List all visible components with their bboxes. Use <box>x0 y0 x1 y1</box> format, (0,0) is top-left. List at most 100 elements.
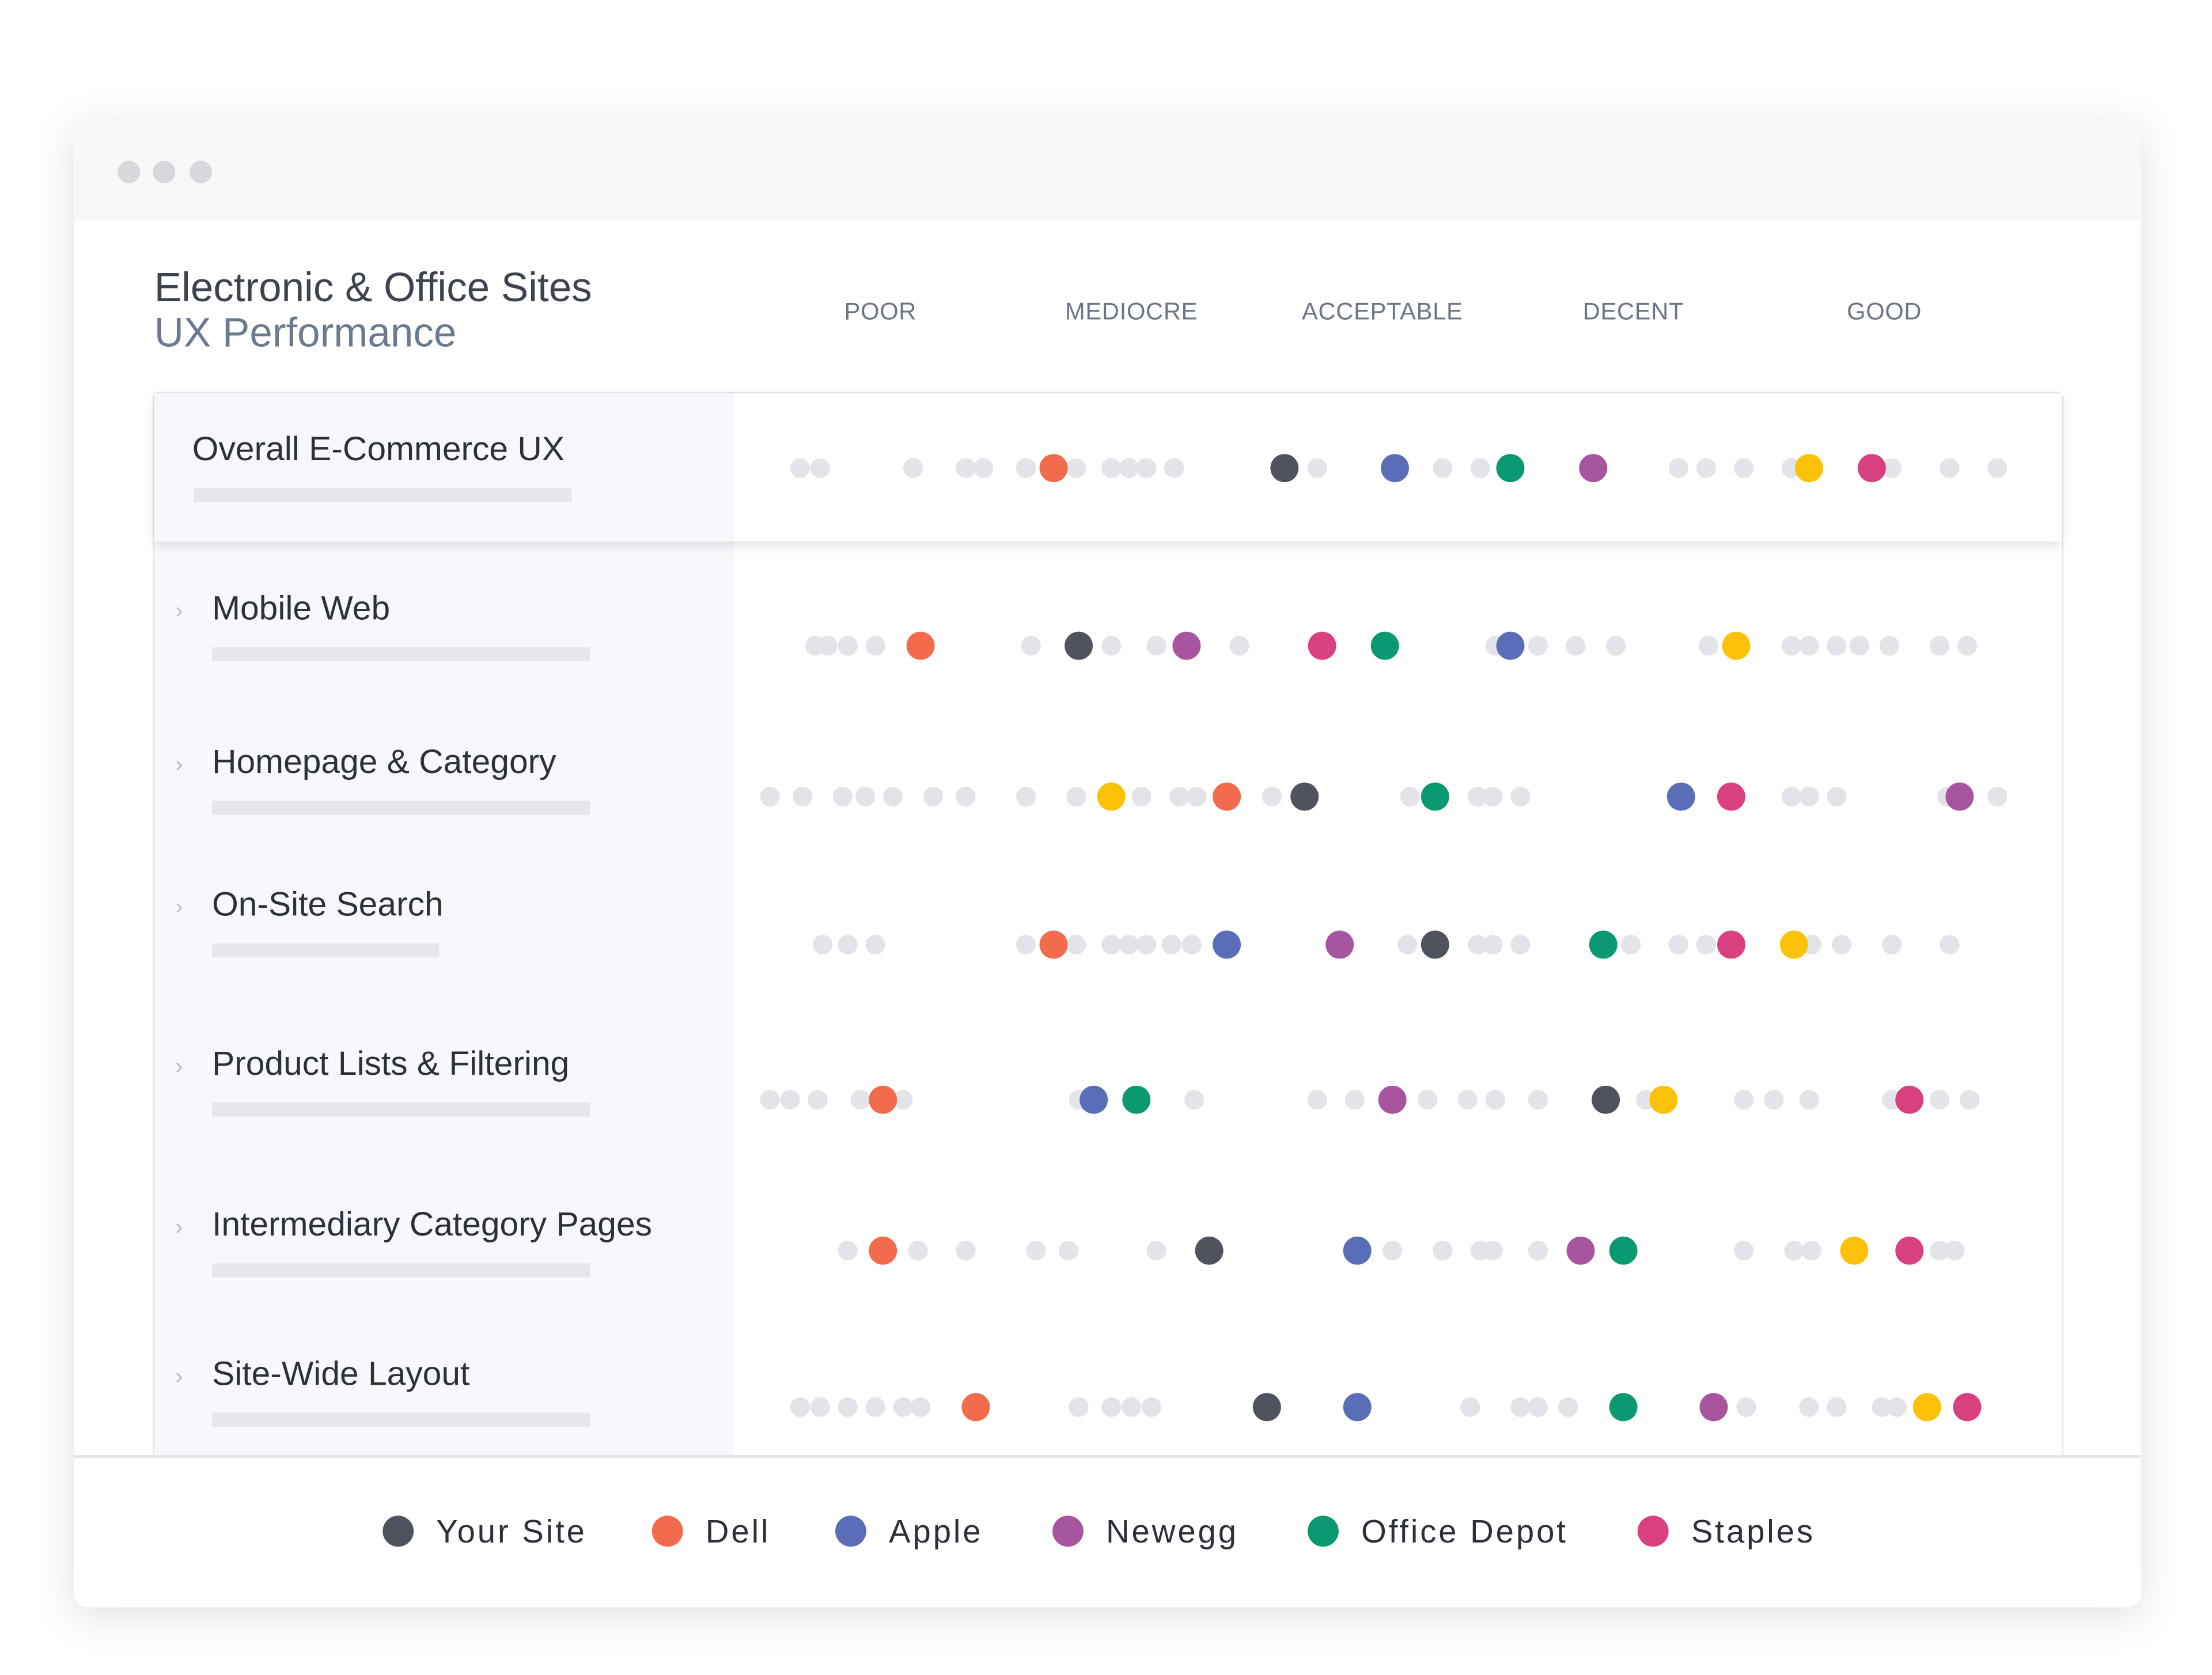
site-dot <box>1172 631 1201 660</box>
benchmark-dot <box>1187 786 1207 807</box>
x-tick-label: ACCEPTABLE <box>1302 297 1463 324</box>
site-dot <box>961 1393 990 1422</box>
expand-chevron: › <box>175 1214 183 1239</box>
benchmark-dot <box>1229 635 1249 656</box>
site-dot <box>1895 1236 1924 1265</box>
benchmark-dot <box>1307 458 1327 478</box>
benchmark-dot <box>1483 1241 1503 1261</box>
legend-bar <box>74 1456 2141 1608</box>
window-button[interactable] <box>153 161 176 184</box>
row-placeholder-bar <box>212 647 590 662</box>
benchmark-dot <box>1699 635 1719 656</box>
benchmark-dot <box>865 934 885 955</box>
site-dot <box>1857 454 1886 483</box>
row-label: Homepage & Category <box>212 743 556 780</box>
row-placeholder-bar <box>212 1263 590 1278</box>
site-dot <box>1609 1236 1638 1265</box>
site-dot <box>906 631 935 660</box>
benchmark-dot <box>832 786 853 807</box>
legend-swatch <box>1052 1515 1084 1547</box>
benchmark-dot <box>1066 934 1086 955</box>
site-dot <box>1953 1393 1982 1422</box>
benchmark-dot <box>865 1397 885 1418</box>
site-dot <box>1370 631 1399 660</box>
benchmark-dot <box>1161 934 1181 955</box>
benchmark-dot <box>1831 934 1852 955</box>
row-label: Mobile Web <box>212 589 390 627</box>
benchmark-dot <box>893 1397 913 1418</box>
benchmark-dot <box>838 635 858 656</box>
site-dot <box>1722 631 1751 660</box>
benchmark-dot <box>1605 635 1626 656</box>
row-label: Intermediary Category Pages <box>212 1206 652 1243</box>
benchmark-dot <box>1620 934 1641 955</box>
overall-label-cell <box>154 393 734 541</box>
benchmark-dot <box>1801 1241 1821 1261</box>
site-dot <box>1325 930 1354 959</box>
legend-label: Dell <box>706 1513 771 1549</box>
benchmark-dot <box>1987 458 2008 478</box>
dot-row <box>838 1236 1965 1265</box>
benchmark-dot <box>1016 786 1036 807</box>
x-tick-label: POOR <box>844 297 916 324</box>
benchmark-dot <box>1784 1241 1804 1261</box>
site-dot <box>1378 1085 1407 1114</box>
benchmark-dot <box>1799 1090 1819 1110</box>
benchmark-dot <box>1799 786 1819 807</box>
row-placeholder-bar <box>212 943 440 958</box>
site-dot <box>1496 454 1525 483</box>
site-dot <box>1779 930 1808 959</box>
benchmark-dot <box>780 1090 800 1110</box>
benchmark-dot <box>1307 1090 1327 1110</box>
benchmark-dot <box>923 786 943 807</box>
site-dot <box>1579 454 1608 483</box>
benchmark-dot <box>790 458 810 478</box>
site-dot <box>1381 454 1410 483</box>
benchmark-dot <box>1119 934 1139 955</box>
benchmark-dot <box>1764 1090 1784 1110</box>
legend-label: Office Depot <box>1361 1513 1568 1549</box>
benchmark-dot <box>1470 458 1490 478</box>
benchmark-dot <box>1016 458 1036 478</box>
site-dot <box>1421 930 1449 959</box>
x-tick-label: DECENT <box>1583 297 1684 324</box>
site-dot <box>1065 631 1093 660</box>
benchmark-dot <box>1887 1397 1907 1418</box>
window-button[interactable] <box>189 161 213 184</box>
benchmark-dot <box>1101 934 1122 955</box>
benchmark-dot <box>908 1241 928 1261</box>
benchmark-dot <box>883 786 903 807</box>
benchmark-dot <box>1433 458 1453 478</box>
window-button[interactable] <box>118 161 141 184</box>
expand-chevron: › <box>175 752 183 777</box>
benchmark-dot <box>1066 458 1086 478</box>
benchmark-dot <box>810 458 830 478</box>
benchmark-dot <box>1827 1397 1847 1418</box>
benchmark-dot <box>1468 934 1488 955</box>
benchmark-dot <box>1849 635 1869 656</box>
benchmark-dot <box>1262 786 1282 807</box>
legend-label: Your Site <box>436 1513 587 1549</box>
benchmark-dot <box>1026 1241 1046 1261</box>
benchmark-dot <box>817 635 838 656</box>
site-dot <box>869 1085 897 1114</box>
site-dot <box>1039 454 1068 483</box>
legend-swatch <box>835 1515 866 1547</box>
benchmark-dot <box>1799 635 1819 656</box>
benchmark-dot <box>1146 635 1166 656</box>
site-dot <box>1699 1393 1728 1422</box>
benchmark-dot <box>790 1397 810 1418</box>
benchmark-dot <box>865 635 885 656</box>
benchmark-dot <box>1960 1090 1980 1110</box>
site-dot <box>1252 1393 1281 1422</box>
benchmark-dot <box>1696 458 1716 478</box>
benchmark-dot <box>1181 934 1202 955</box>
benchmark-dot <box>1457 1090 1478 1110</box>
benchmark-dot <box>1696 934 1716 955</box>
site-dot <box>1213 930 1241 959</box>
dot-row <box>813 930 1960 959</box>
benchmark-dot <box>1929 1090 1950 1110</box>
site-dot <box>1717 782 1745 811</box>
benchmark-dot <box>1382 1241 1403 1261</box>
